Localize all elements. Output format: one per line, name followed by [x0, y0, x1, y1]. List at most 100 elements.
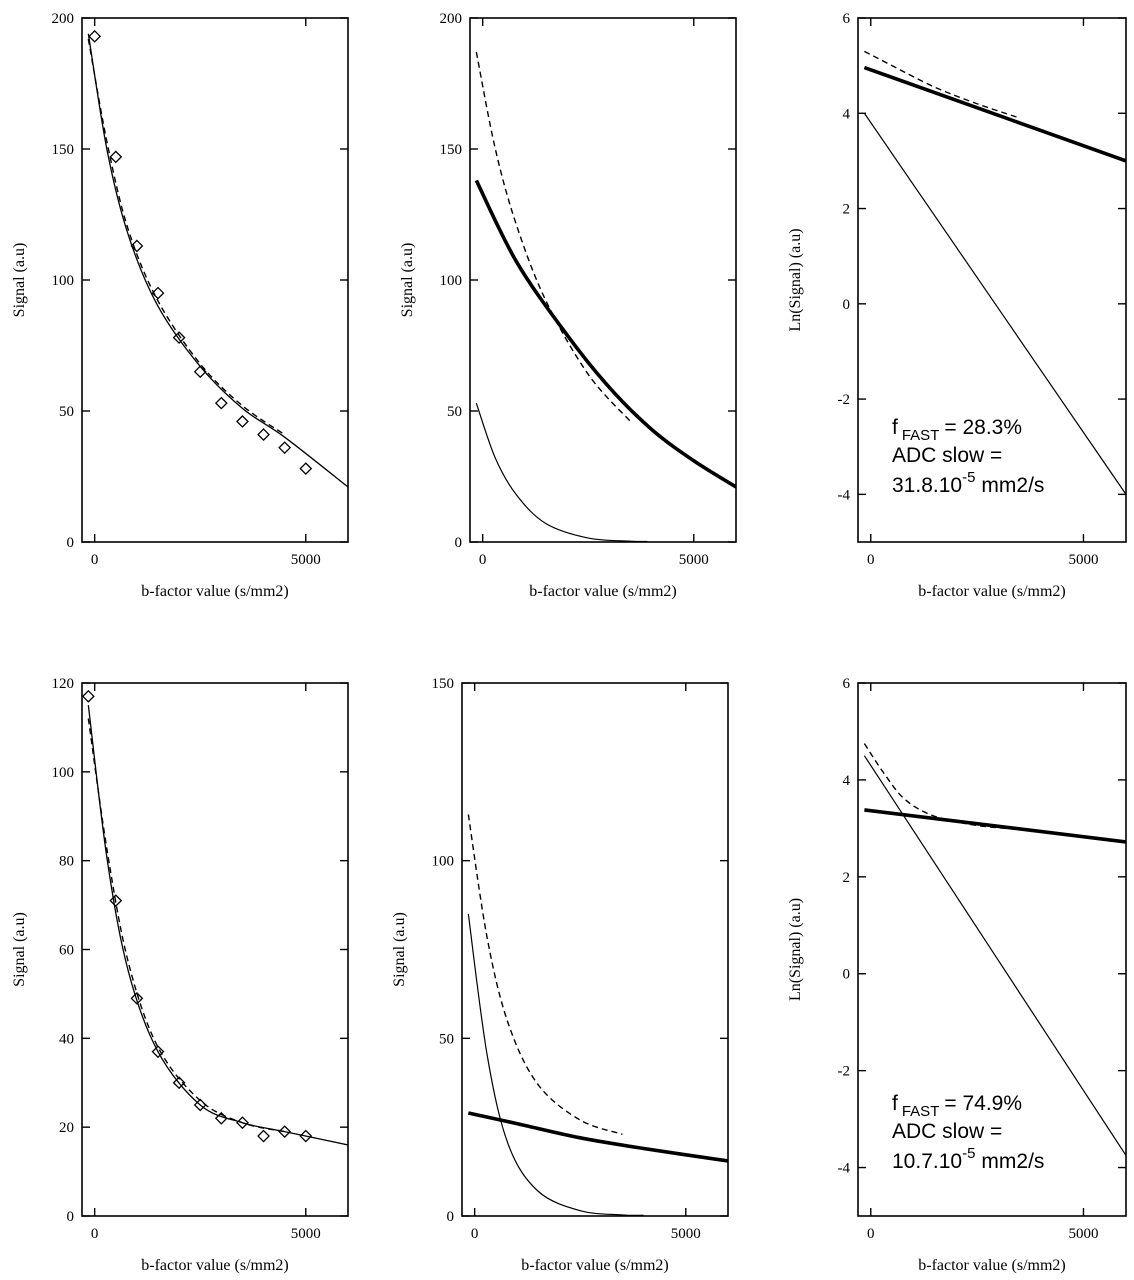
data-point-marker: [257, 428, 270, 441]
y-tick-label: 4: [843, 106, 851, 122]
data-point-marker: [299, 1129, 313, 1143]
x-axis-title: b-factor value (s/mm2): [918, 1257, 1066, 1274]
x-tick-label: 5000: [679, 552, 709, 568]
data-point-marker: [278, 441, 292, 455]
measured-signal-dashed-line: [87, 38, 286, 436]
y-tick-label: 20: [59, 1120, 74, 1136]
measured-signal-dashed-line: [864, 50, 1020, 119]
y-tick-label: 150: [440, 142, 463, 158]
annotation-block: f FAST = 28.3%ADC slow =31.8.10-5 mm2/s: [892, 416, 1044, 497]
annotation-adc-label: ADC slow =: [892, 444, 1002, 467]
y-tick-label: 150: [52, 142, 75, 158]
y-tick-label: 200: [52, 11, 75, 27]
annotation-fast-fraction: f FAST = 74.9%: [892, 1092, 1022, 1120]
y-tick-label: -2: [838, 1064, 851, 1080]
annotation-adc-value: 10.7.10-5 mm2/s: [892, 1145, 1044, 1173]
plot-frame: [857, 17, 1127, 543]
y-tick-label: -2: [838, 392, 851, 408]
data-point-marker: [88, 29, 102, 43]
x-axis-title: b-factor value (s/mm2): [521, 1257, 669, 1274]
y-tick-label: 40: [59, 1031, 74, 1047]
measured-signal-dashed-line: [475, 51, 631, 422]
data-point-marker: [193, 1098, 207, 1112]
data-point-marker: [278, 1125, 292, 1139]
data-point-marker: [151, 1045, 165, 1059]
y-tick-label: 80: [59, 854, 74, 870]
y-tick-label: 50: [439, 1031, 454, 1047]
x-tick-label: 0: [91, 552, 99, 568]
plot-frame: [857, 682, 1127, 1217]
x-tick-label: 0: [91, 1226, 99, 1242]
data-point-marker: [236, 415, 249, 428]
y-axis-title: Signal (a.u): [391, 912, 408, 987]
fast-component-line: [863, 755, 1126, 1156]
y-tick-label: 120: [52, 676, 75, 692]
x-tick-label: 5000: [291, 552, 321, 568]
x-tick-label: 0: [867, 552, 875, 568]
data-point-marker: [172, 331, 186, 345]
y-tick-label: 60: [59, 943, 74, 959]
x-axis-title: b-factor value (s/mm2): [141, 583, 289, 600]
data-point-marker: [151, 286, 165, 300]
data-point-marker: [299, 462, 313, 476]
x-axis-title: b-factor value (s/mm2): [918, 583, 1066, 600]
data-point-marker: [130, 991, 144, 1005]
y-tick-label: -4: [838, 487, 851, 503]
slow-component-line: [863, 65, 1126, 163]
data-point-marker: [236, 1116, 249, 1130]
x-axis-title: b-factor value (s/mm2): [141, 1257, 289, 1274]
y-axis-title: Signal (a.u): [11, 243, 28, 318]
y-tick-label: 2: [843, 870, 851, 886]
data-point-marker: [109, 150, 123, 164]
data-point-marker: [214, 396, 228, 410]
slow-component-line: [474, 179, 736, 489]
data-point-marker: [82, 689, 95, 703]
x-tick-label: 5000: [291, 1226, 321, 1242]
y-axis-title: Ln(Signal) (a.u): [787, 228, 804, 331]
slow-component-line: [467, 1111, 728, 1163]
fast-component-line: [467, 913, 644, 1216]
annotation-adc-label: ADC slow =: [892, 1120, 1002, 1143]
y-tick-label: 6: [843, 11, 851, 27]
x-tick-label: 5000: [1068, 1226, 1098, 1242]
y-tick-label: -4: [838, 1161, 851, 1177]
fast-component-line: [475, 402, 648, 542]
y-tick-label: 6: [843, 676, 851, 692]
data-point-marker: [109, 894, 123, 908]
plot-frame: [461, 682, 729, 1217]
y-tick-label: 0: [843, 967, 851, 983]
measured-signal-dashed-line: [467, 814, 623, 1135]
x-tick-label: 0: [867, 1226, 875, 1242]
y-tick-label: 4: [843, 773, 851, 789]
annotation-block: f FAST = 74.9%ADC slow =10.7.10-5 mm2/s: [892, 1092, 1044, 1173]
measured-signal-dashed-line: [863, 743, 1020, 831]
y-axis-title: Signal (a.u): [399, 243, 416, 318]
data-point-marker: [257, 1129, 270, 1143]
x-axis-title: b-factor value (s/mm2): [529, 583, 677, 600]
y-tick-label: 100: [440, 273, 463, 289]
x-tick-label: 0: [479, 552, 487, 568]
y-tick-label: 150: [432, 676, 455, 692]
y-tick-label: 100: [52, 273, 75, 289]
y-tick-label: 0: [447, 1209, 455, 1225]
y-tick-label: 100: [432, 854, 455, 870]
y-tick-label: 0: [843, 297, 851, 313]
y-tick-label: 0: [67, 535, 75, 551]
fit-curve-line: [87, 33, 348, 488]
y-tick-label: 50: [59, 404, 74, 420]
y-axis-title: Ln(Signal) (a.u): [787, 898, 804, 1001]
y-tick-label: 200: [440, 11, 463, 27]
y-tick-label: 0: [455, 535, 463, 551]
fit-curve-line: [87, 705, 348, 1146]
slow-component-line: [864, 808, 1126, 844]
fast-component-line: [863, 112, 1126, 495]
measured-signal-dashed-line: [87, 718, 285, 1133]
x-tick-label: 5000: [671, 1226, 701, 1242]
